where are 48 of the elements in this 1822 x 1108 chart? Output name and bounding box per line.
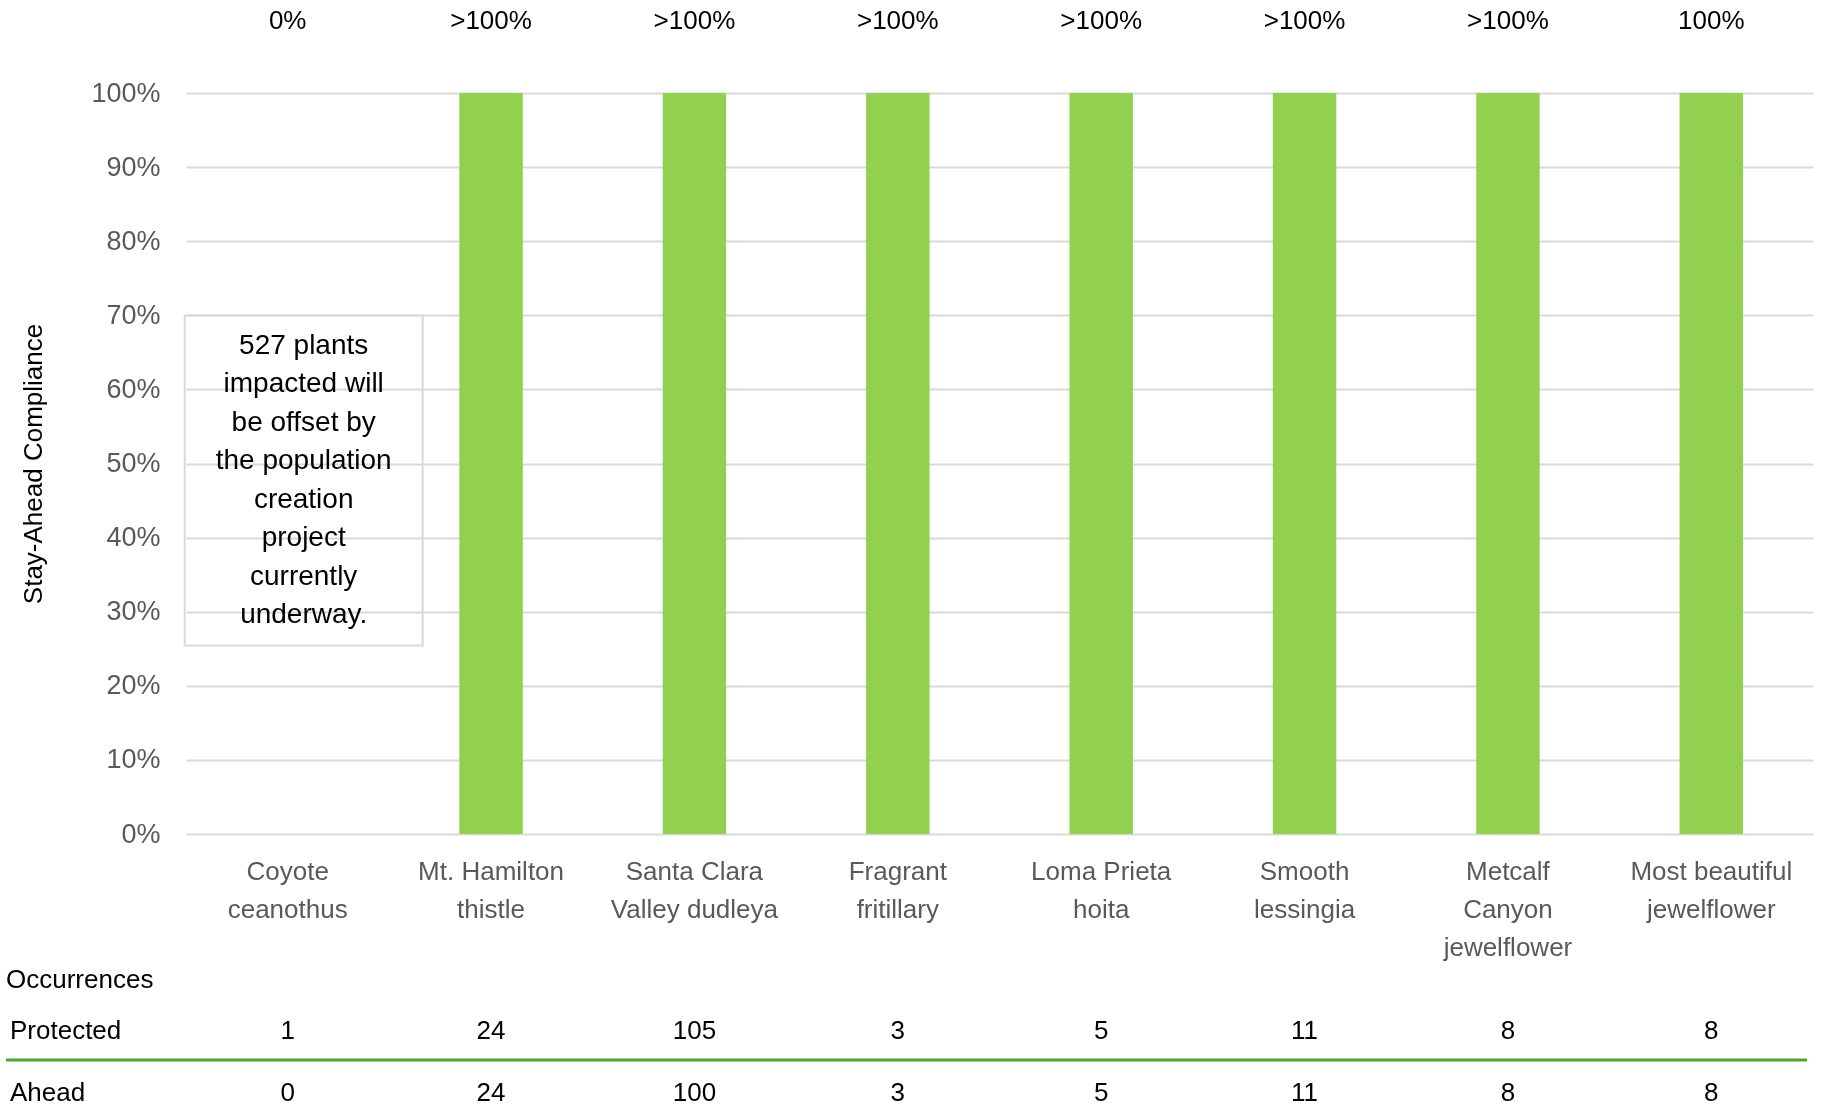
data-label: 0% (268, 5, 307, 35)
text: 11 (1291, 1015, 1319, 1045)
data-label: >100% (856, 5, 939, 35)
data-label: >100% (1263, 5, 1346, 35)
text: 5 (1093, 1077, 1109, 1107)
text: 8 (1500, 1077, 1516, 1107)
y-tick-label: 30% (106, 596, 161, 627)
y-tick-label: 90% (106, 151, 161, 182)
text: 105 (672, 1015, 717, 1045)
text: 8 (1704, 1077, 1719, 1107)
y-tick-label: 40% (106, 522, 161, 553)
y-tick-label: 80% (106, 225, 161, 256)
text: 3 (890, 1077, 906, 1107)
y-axis-title: Stay-Ahead Compliance (18, 323, 49, 605)
text: 24 (476, 1077, 506, 1107)
text: 0 (280, 1077, 295, 1107)
x-tick-label: Fragrant fritillary (848, 855, 948, 924)
x-tick-label: Smooth lessingia (1253, 855, 1356, 924)
text: 100 (672, 1077, 717, 1107)
text: 1 (280, 1015, 295, 1045)
text: Ahead (10, 1077, 86, 1107)
y-tick-label: 70% (106, 299, 161, 330)
text: 5 (1093, 1015, 1109, 1045)
data-label: >100% (450, 5, 532, 35)
x-tick-label: Mt. Hamilton thistle (418, 855, 565, 924)
data-label: >100% (1060, 5, 1143, 35)
x-tick-label: Coyote ceanothus (227, 855, 348, 924)
y-tick-label: 20% (106, 670, 161, 701)
y-tick-label: 0% (121, 818, 161, 849)
y-tick-label: 100% (91, 77, 161, 108)
text: Occurrences (6, 964, 154, 994)
data-label: 100% (1678, 5, 1745, 35)
x-tick-label: Metcalf Canyon jewelflower (1442, 855, 1573, 962)
x-tick-label: Santa Clara Valley dudleya (610, 855, 779, 924)
text: 24 (476, 1015, 506, 1045)
text: 8 (1704, 1015, 1719, 1045)
data-label: >100% (653, 5, 736, 35)
annotation: 527 plants impacted will be offset by the population creation project currently underway. (215, 328, 392, 630)
y-tick-label: 10% (106, 744, 161, 775)
text: 11 (1291, 1077, 1319, 1107)
data-label: >100% (1467, 5, 1549, 35)
y-tick-label: 50% (106, 448, 161, 478)
text: 3 (890, 1015, 906, 1045)
x-tick-label: Most beautiful jewelflower (1630, 855, 1793, 924)
text: 8 (1500, 1015, 1516, 1045)
x-tick-label: Loma Prieta hoita (1031, 855, 1172, 924)
y-tick-label: 60% (106, 373, 161, 404)
text: Protected (10, 1015, 122, 1045)
